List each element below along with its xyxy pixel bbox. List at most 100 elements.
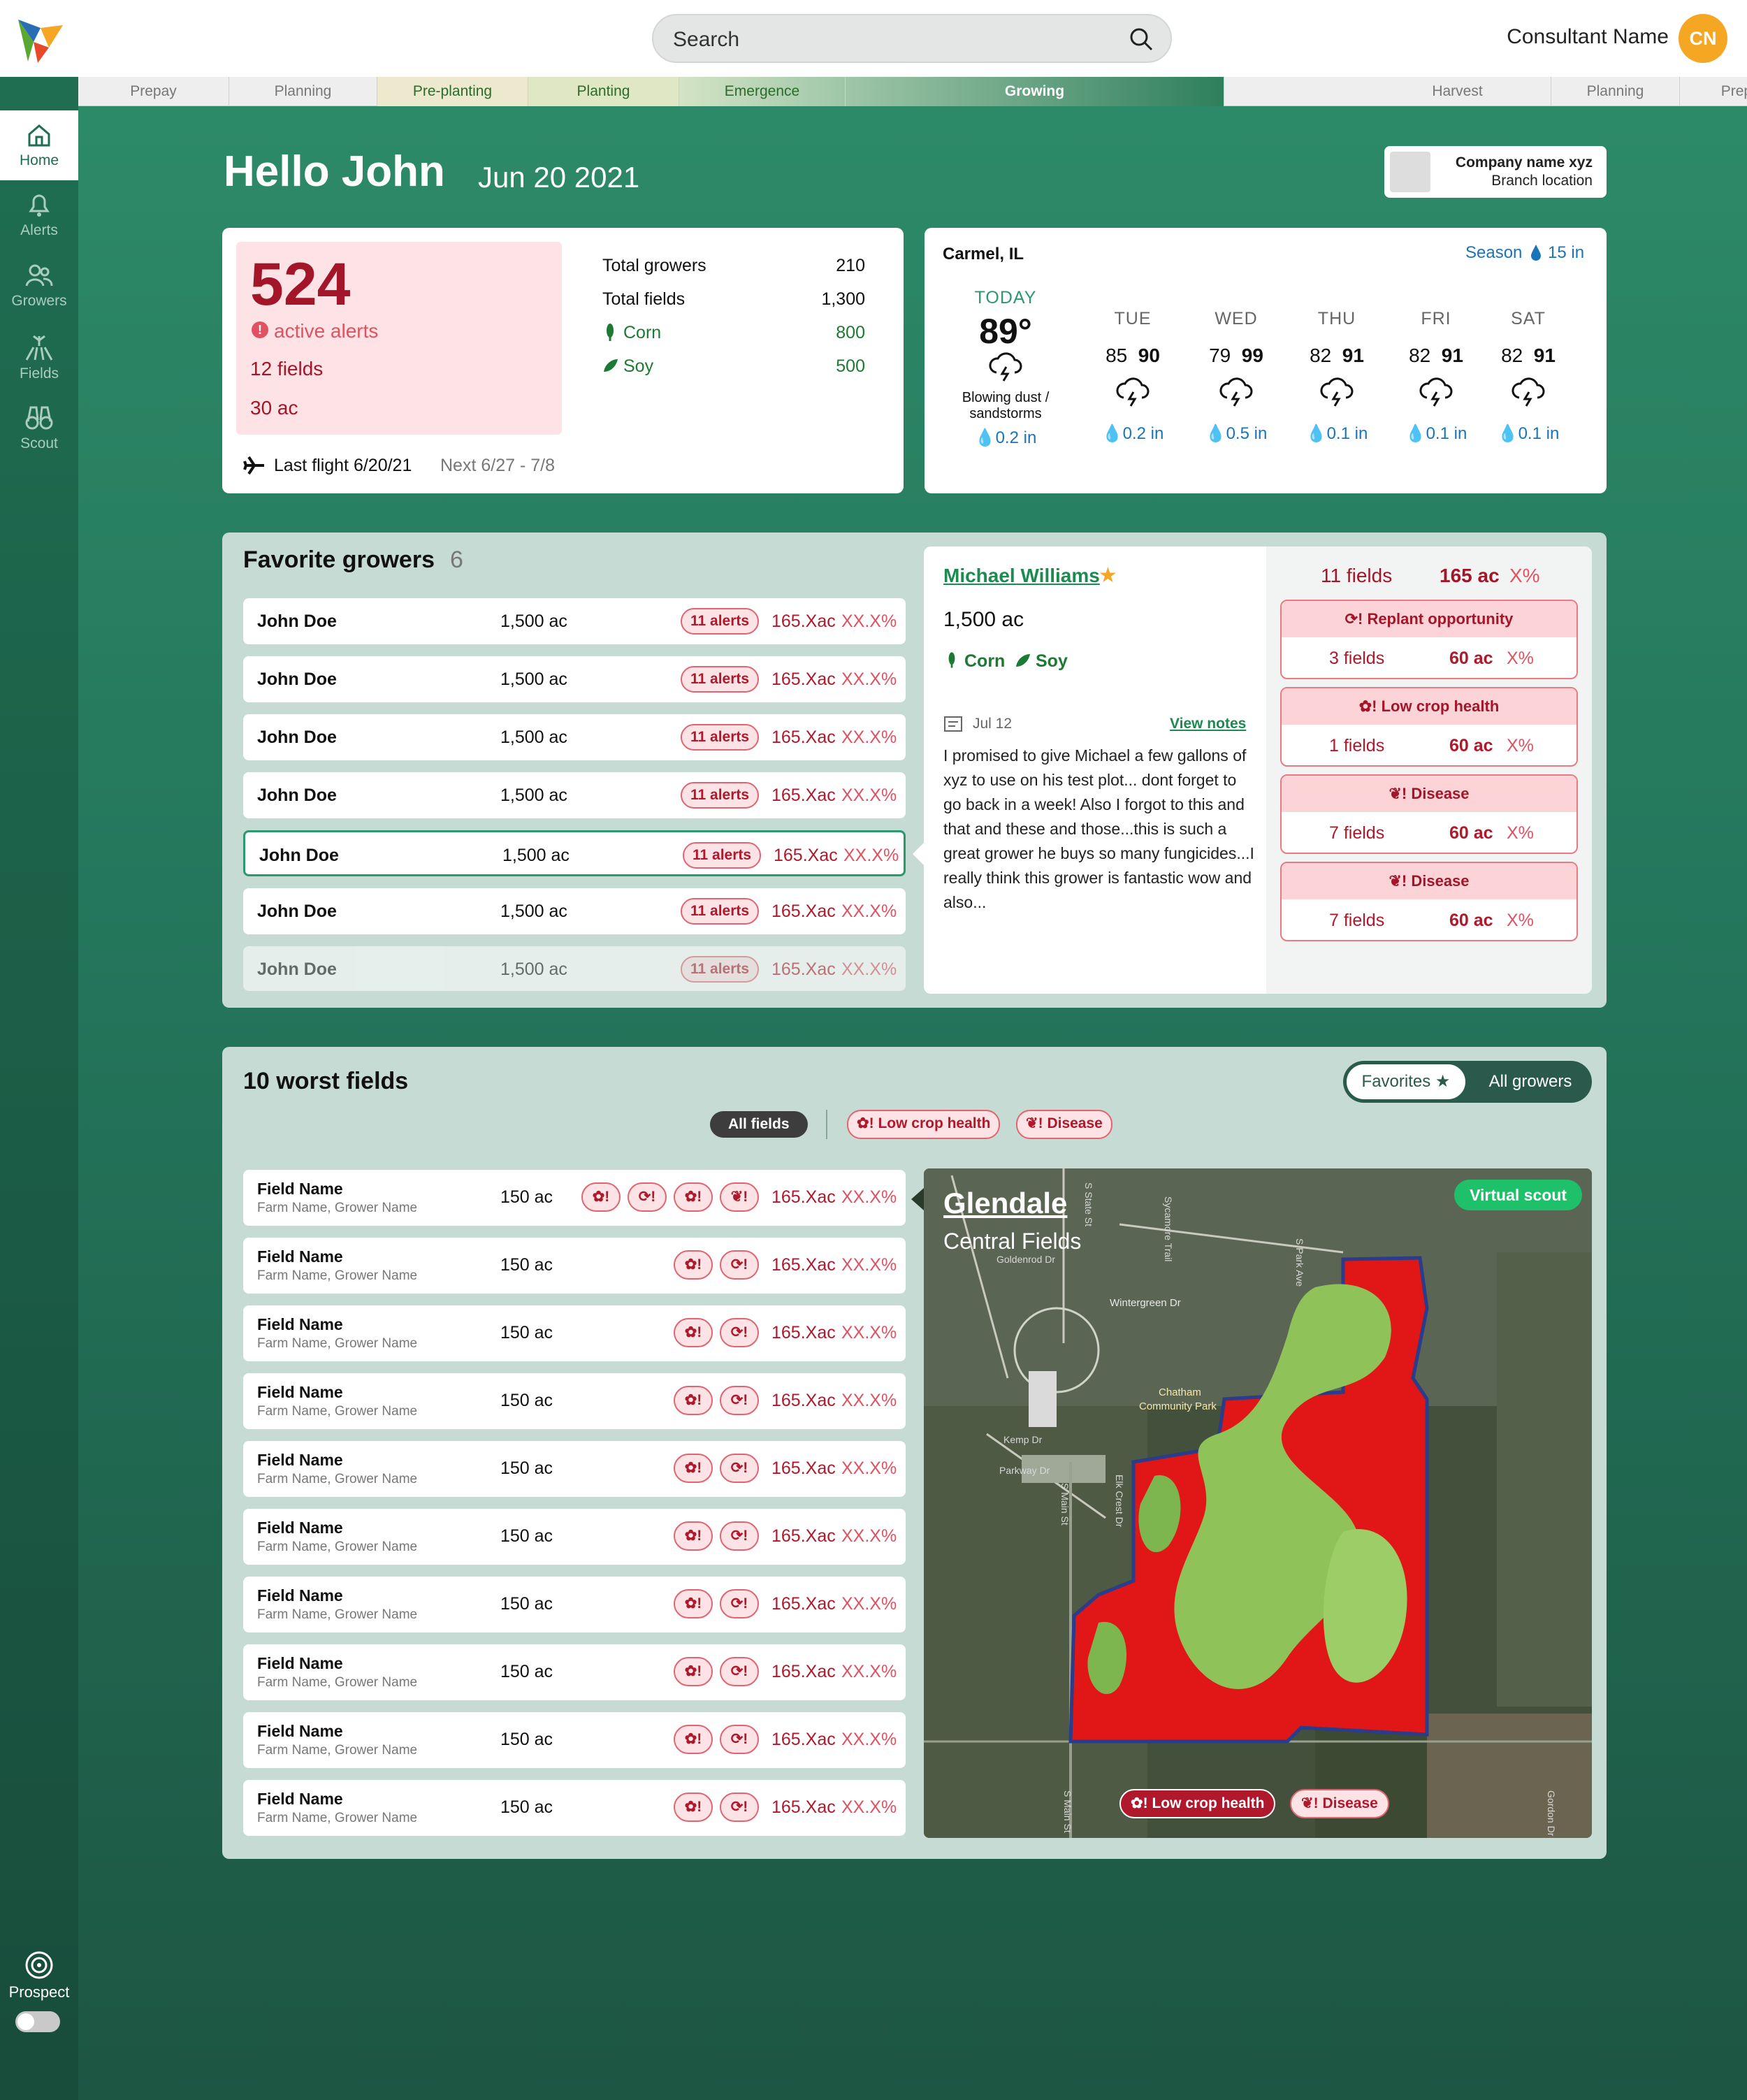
- map-legend-low-crop-health[interactable]: ✿! Low crop health: [1119, 1789, 1276, 1818]
- issue-card-disease[interactable]: ❦! Disease 7 fields 60 ac X%: [1280, 862, 1578, 941]
- field-row-selected[interactable]: Field Name Farm Name, Grower Name 150 ac…: [243, 1170, 906, 1226]
- issue-card-replant[interactable]: ⟳! Replant opportunity 3 fields 60 ac X%: [1280, 600, 1578, 679]
- nav-growers[interactable]: Growers: [0, 255, 78, 310]
- nav-scout[interactable]: Scout: [0, 395, 78, 452]
- field-row[interactable]: Field Name Farm Name, Grower Name 150 ac…: [243, 1644, 906, 1700]
- favorite-star-icon[interactable]: ★: [1099, 564, 1117, 587]
- field-name: Field Name: [257, 1586, 343, 1605]
- replant-icon[interactable]: ⟳!: [628, 1182, 667, 1212]
- alerts-badge[interactable]: 11 alerts: [681, 666, 760, 693]
- active-alerts-box[interactable]: 524 ! active alerts 12 fields 30 ac: [236, 242, 562, 435]
- street-label: Wintergreen Dr: [1110, 1297, 1181, 1309]
- grower-detail-name[interactable]: Michael Williams: [943, 565, 1100, 586]
- low-crop-health-icon[interactable]: ✿!: [674, 1318, 713, 1347]
- search-input[interactable]: Search: [652, 14, 1172, 63]
- stage-planning-2[interactable]: Planning: [1551, 77, 1680, 106]
- virtual-scout-badge[interactable]: Virtual scout: [1454, 1180, 1582, 1210]
- alerts-badge[interactable]: 11 alerts: [681, 782, 760, 809]
- forecast-day-name: THU: [1317, 309, 1356, 328]
- search-icon[interactable]: [1129, 27, 1154, 52]
- filter-disease[interactable]: ❦! Disease: [1016, 1110, 1112, 1139]
- field-row[interactable]: Field Name Farm Name, Grower Name 150 ac…: [243, 1712, 906, 1768]
- replant-icon[interactable]: ⟳!: [720, 1318, 759, 1347]
- disease-icon[interactable]: ❦!: [720, 1182, 759, 1212]
- issue-card-low-crop-health[interactable]: ✿! Low crop health 1 fields 60 ac X%: [1280, 687, 1578, 767]
- stage-prepay-2[interactable]: Prepay: [1720, 83, 1747, 99]
- avatar[interactable]: CN: [1679, 14, 1727, 63]
- thunderstorm-icon: [989, 352, 1022, 382]
- field-map[interactable]: Glendale Central Fields Virtual scout S …: [924, 1168, 1592, 1838]
- alerts-badge[interactable]: 11 alerts: [683, 842, 762, 869]
- low-crop-health-icon[interactable]: ✿!: [674, 1182, 713, 1212]
- field-row[interactable]: Field Name Farm Name, Grower Name 150 ac…: [243, 1238, 906, 1294]
- toggle-favorites[interactable]: Favorites ★: [1345, 1063, 1467, 1101]
- field-acres-affected: 165.Xac: [771, 1255, 836, 1275]
- view-notes-link[interactable]: View notes: [1170, 716, 1247, 732]
- alerts-summary-card: 524 ! active alerts 12 fields 30 ac Last…: [222, 228, 904, 493]
- stage-planting[interactable]: Planting: [528, 77, 679, 106]
- replant-icon[interactable]: ⟳!: [720, 1521, 759, 1551]
- field-row[interactable]: Field Name Farm Name, Grower Name 150 ac…: [243, 1441, 906, 1497]
- low-crop-health-icon[interactable]: ✿!: [674, 1386, 713, 1415]
- low-crop-health-icon[interactable]: ✿!: [674, 1657, 713, 1686]
- low-crop-health-icon[interactable]: ✿!: [581, 1182, 621, 1212]
- toggle-knob: [17, 2013, 34, 2030]
- issue-card-disease[interactable]: ❦! Disease 7 fields 60 ac X%: [1280, 774, 1578, 854]
- grower-row[interactable]: John Doe 1,500 ac 11 alerts 165.Xac XX.X…: [243, 656, 906, 702]
- field-row[interactable]: Field Name Farm Name, Grower Name 150 ac…: [243, 1509, 906, 1565]
- filter-all-fields[interactable]: All fields: [710, 1111, 808, 1138]
- low-crop-health-icon[interactable]: ✿!: [674, 1793, 713, 1822]
- grower-row[interactable]: John Doe 1,500 ac 11 alerts 165.Xac XX.X…: [243, 714, 906, 760]
- replant-icon[interactable]: ⟳!: [720, 1725, 759, 1754]
- field-acres: 150 ac: [500, 1255, 553, 1275]
- field-percent: XX.X%: [841, 1594, 897, 1614]
- replant-icon[interactable]: ⟳!: [720, 1589, 759, 1619]
- replant-icon[interactable]: ⟳!: [720, 1657, 759, 1686]
- map-legend-disease[interactable]: ❦! Disease: [1290, 1789, 1389, 1818]
- grower-row-selected[interactable]: John Doe 1,500 ac 11 alerts 165.Xac XX.X…: [243, 830, 906, 876]
- replant-icon[interactable]: ⟳!: [720, 1793, 759, 1822]
- nav-home[interactable]: Home: [0, 110, 78, 180]
- toggle-all-growers[interactable]: All growers: [1488, 1072, 1572, 1091]
- low-crop-health-icon[interactable]: ✿!: [674, 1725, 713, 1754]
- field-name: Field Name: [257, 1180, 343, 1198]
- stage-growing[interactable]: Growing: [846, 77, 1224, 106]
- nav-alerts[interactable]: Alerts: [0, 182, 78, 239]
- grower-name: John Doe: [257, 611, 337, 631]
- replant-icon[interactable]: ⟳!: [720, 1454, 759, 1483]
- low-crop-health-icon[interactable]: ✿!: [674, 1454, 713, 1483]
- stage-emergence[interactable]: Emergence: [679, 77, 846, 106]
- company-selector[interactable]: Company name xyz Branch location: [1384, 146, 1607, 198]
- app-logo-icon[interactable]: [13, 13, 66, 66]
- alerts-badge[interactable]: 11 alerts: [681, 724, 760, 751]
- nav-fields[interactable]: Fields: [0, 325, 78, 382]
- field-farm-grower: Farm Name, Grower Name: [257, 1472, 418, 1486]
- replant-icon[interactable]: ⟳!: [720, 1386, 759, 1415]
- alerts-badge[interactable]: 11 alerts: [681, 956, 760, 983]
- low-crop-health-icon[interactable]: ✿!: [674, 1250, 713, 1280]
- field-row[interactable]: Field Name Farm Name, Grower Name 150 ac…: [243, 1577, 906, 1632]
- nav-prospect[interactable]: Prospect: [0, 1950, 78, 2001]
- field-row[interactable]: Field Name Farm Name, Grower Name 150 ac…: [243, 1373, 906, 1429]
- filter-low-crop-health[interactable]: ✿! Low crop health: [847, 1110, 1001, 1139]
- grower-row[interactable]: John Doe 1,500 ac 11 alerts 165.Xac XX.X…: [243, 946, 906, 991]
- grower-row[interactable]: John Doe 1,500 ac 11 alerts 165.Xac XX.X…: [243, 772, 906, 818]
- grower-scope-toggle[interactable]: Favorites ★ All growers: [1343, 1061, 1592, 1103]
- prospect-toggle[interactable]: [15, 2011, 60, 2032]
- stage-pre-planting[interactable]: Pre-planting: [377, 77, 528, 106]
- stage-harvest[interactable]: Harvest: [1364, 77, 1551, 106]
- stage-prepay[interactable]: Prepay: [78, 77, 229, 106]
- low-crop-health-icon[interactable]: ✿!: [674, 1521, 713, 1551]
- grower-row[interactable]: John Doe 1,500 ac 11 alerts 165.Xac XX.X…: [243, 888, 906, 934]
- alerts-badge[interactable]: 11 alerts: [681, 608, 760, 635]
- low-crop-health-icon[interactable]: ✿!: [674, 1589, 713, 1619]
- replant-icon[interactable]: ⟳!: [720, 1250, 759, 1280]
- field-row[interactable]: Field Name Farm Name, Grower Name 150 ac…: [243, 1305, 906, 1361]
- user-name[interactable]: Consultant Name: [1507, 25, 1669, 48]
- stage-planning[interactable]: Planning: [229, 77, 377, 106]
- alerts-badge[interactable]: 11 alerts: [681, 898, 760, 925]
- grower-row[interactable]: John Doe 1,500 ac 11 alerts 165.Xac XX.X…: [243, 598, 906, 644]
- forecast-rain-value: 0.1 in: [1326, 424, 1368, 443]
- nav-label: Fields: [19, 365, 59, 382]
- field-row[interactable]: Field Name Farm Name, Grower Name 150 ac…: [243, 1780, 906, 1836]
